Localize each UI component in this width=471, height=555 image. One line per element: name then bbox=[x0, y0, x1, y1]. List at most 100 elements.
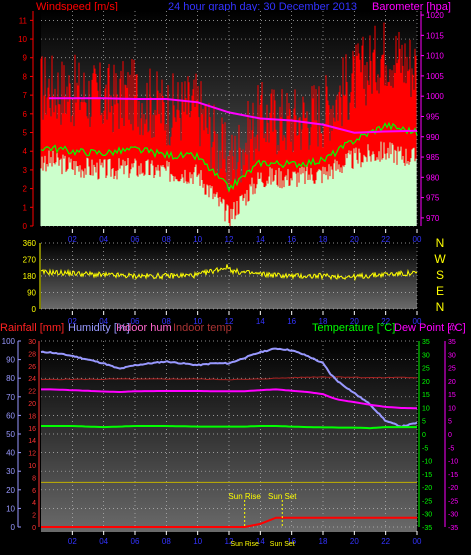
windspeed-tick-label: 4 bbox=[23, 147, 28, 156]
dewpoint-tick-label: 5 bbox=[448, 419, 452, 426]
barometer-title: Barometer [hpa] bbox=[372, 1, 451, 13]
rainfall-tick-label: 30 bbox=[28, 339, 36, 346]
humidity-tick-label: 20 bbox=[6, 486, 15, 495]
x-tick-label: 12 bbox=[225, 235, 234, 244]
barometer-tick-label: 1020 bbox=[426, 11, 444, 20]
rainfall-tick-label: 12 bbox=[28, 451, 36, 458]
barometer-tick-label: 975 bbox=[426, 194, 440, 203]
direction-tick-label: 180 bbox=[23, 272, 37, 281]
dewpoint-tick-label: 20 bbox=[448, 379, 456, 386]
dewpoint-tick-label: 0 bbox=[448, 432, 452, 439]
rainfall-tick-label: 22 bbox=[28, 389, 36, 396]
rainfall-tick-label: 20 bbox=[28, 401, 36, 408]
dewpoint-tick-label: 15 bbox=[448, 392, 456, 399]
rainfall-tick-label: 2 bbox=[32, 513, 36, 520]
x-tick-label: 20 bbox=[350, 537, 359, 546]
rainfall-label: Rainfall [mm] bbox=[0, 322, 64, 334]
temperature-tick-label: 20 bbox=[422, 379, 430, 386]
humidity-tick-label: 60 bbox=[6, 411, 15, 420]
x-tick-label: 04 bbox=[99, 235, 108, 244]
x-tick-label: 16 bbox=[287, 235, 296, 244]
rainfall-tick-label: 28 bbox=[28, 351, 36, 358]
rainfall-line bbox=[41, 516, 417, 528]
humidity-line bbox=[40, 347, 418, 429]
x-tick-label: 00 bbox=[413, 235, 422, 244]
x-tick-label: 10 bbox=[193, 235, 202, 244]
x-tick-label: 06 bbox=[131, 537, 140, 546]
rainfall-tick-label: 8 bbox=[32, 475, 36, 482]
barometer-tick-label: 990 bbox=[426, 133, 440, 142]
temperature-tick-label: 35 bbox=[422, 339, 430, 346]
x-tick-label: 02 bbox=[68, 235, 77, 244]
temperature-tick-label: 0 bbox=[422, 432, 426, 439]
panel-3-plot-area bbox=[41, 341, 417, 532]
rainfall-tick-label: 4 bbox=[32, 500, 36, 507]
rainfall-tick-label: 16 bbox=[28, 426, 36, 433]
x-tick-label: 10 bbox=[193, 317, 202, 326]
humidity-tick-label: 30 bbox=[6, 467, 15, 476]
temperature-tick-label: 5 bbox=[422, 419, 426, 426]
x-tick-label: 16 bbox=[287, 317, 296, 326]
compass-letter: E bbox=[436, 284, 444, 298]
dewpoint-tick-label: -30 bbox=[448, 512, 458, 519]
dewpoint-tick-label: 40 bbox=[448, 326, 456, 333]
dewpoint-tick-label: 35 bbox=[448, 339, 456, 346]
temperature-tick-label: -30 bbox=[422, 512, 432, 519]
temperature-tick-label: 25 bbox=[422, 366, 430, 373]
x-tick-label: 18 bbox=[319, 317, 328, 326]
sun-bottom-label: Sun Set bbox=[270, 541, 295, 548]
x-tick-label: 22 bbox=[381, 537, 390, 546]
humidity-tick-label: 10 bbox=[6, 504, 15, 513]
rainfall-tick-label: 18 bbox=[28, 413, 36, 420]
compass-letter: N bbox=[436, 300, 445, 314]
dewpoint-tick-label: -5 bbox=[448, 445, 454, 452]
x-tick-label: 12 bbox=[225, 317, 234, 326]
x-tick-label: 18 bbox=[319, 235, 328, 244]
humidity-tick-label: 90 bbox=[6, 356, 15, 365]
windspeed-tick-label: 8 bbox=[23, 72, 28, 81]
humidity-tick-label: 50 bbox=[6, 430, 15, 439]
rainfall-tick-label: 24 bbox=[28, 376, 36, 383]
dewpoint-tick-label: 30 bbox=[448, 352, 456, 359]
dewpoint-tick-label: -10 bbox=[448, 459, 458, 466]
temperature-tick-label: -25 bbox=[422, 498, 432, 505]
windspeed-tick-label: 2 bbox=[23, 185, 28, 194]
x-tick-label: 06 bbox=[131, 317, 140, 326]
windspeed-tick-label: 10 bbox=[18, 35, 27, 44]
temp-humidity-panel: Sun Rise Sun Set 010203040506070809010002… bbox=[2, 326, 459, 548]
x-tick-label: 12 bbox=[225, 537, 234, 546]
rainfall-tick-label: 6 bbox=[32, 488, 36, 495]
indoor-temp-label: Indoor temp bbox=[173, 322, 232, 334]
windspeed-tick-label: 0 bbox=[23, 222, 28, 231]
windspeed-tick-label: 1 bbox=[23, 203, 28, 212]
x-tick-label: 08 bbox=[162, 317, 171, 326]
rainfall-tick-label: 14 bbox=[28, 438, 36, 445]
rainfall-tick-label: 0 bbox=[32, 525, 36, 532]
temperature-tick-label: 30 bbox=[422, 352, 430, 359]
humidity-tick-label: 80 bbox=[6, 374, 15, 383]
temperature-tick-label: -15 bbox=[422, 472, 432, 479]
dewpoint-tick-label: -35 bbox=[448, 525, 458, 532]
gust-line bbox=[40, 121, 418, 193]
direction-tick-label: 90 bbox=[27, 289, 36, 298]
x-tick-label: 10 bbox=[193, 537, 202, 546]
x-tick-label: 14 bbox=[256, 317, 265, 326]
humidity-tick-label: 100 bbox=[2, 337, 16, 346]
windspeed-tick-label: 11 bbox=[19, 16, 28, 25]
humidity-label: Humidity [%] bbox=[68, 322, 130, 334]
dewpoint-line bbox=[41, 388, 417, 410]
compass-letter: W bbox=[434, 252, 446, 266]
temperature-line bbox=[41, 425, 417, 430]
x-tick-label: 20 bbox=[350, 235, 359, 244]
temperature-tick-label: -10 bbox=[422, 459, 432, 466]
barometer-tick-label: 995 bbox=[426, 112, 440, 121]
x-tick-label: 00 bbox=[413, 317, 422, 326]
temperature-tick-label: 10 bbox=[422, 405, 430, 412]
barometer-line bbox=[48, 97, 418, 134]
barometer-tick-label: 1010 bbox=[426, 52, 444, 61]
x-tick-label: 16 bbox=[287, 537, 296, 546]
x-tick-label: 04 bbox=[99, 537, 108, 546]
windspeed-tick-label: 9 bbox=[23, 54, 28, 63]
barometer-tick-label: 1015 bbox=[426, 31, 444, 40]
windspeed-tick-label: 5 bbox=[23, 129, 28, 138]
